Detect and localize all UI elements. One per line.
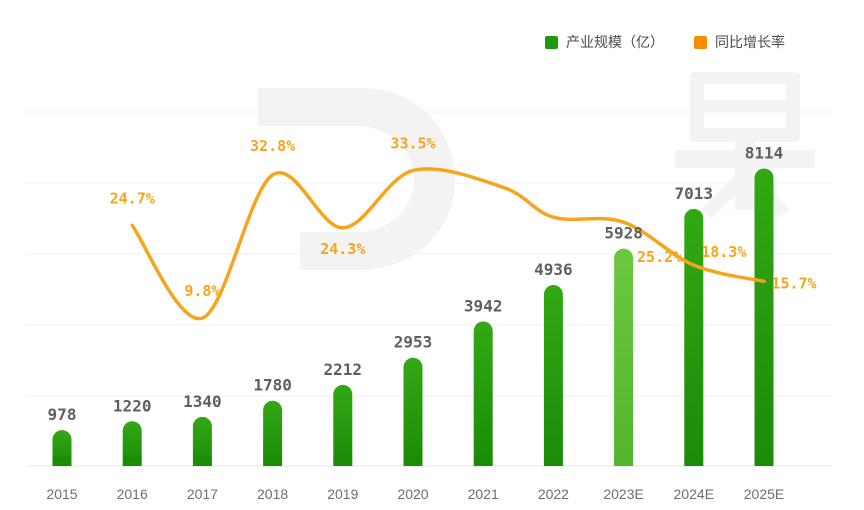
bar-base-2024E: [684, 456, 704, 466]
bar-value-label-2018: 1780: [253, 376, 292, 395]
bar-base-2019: [333, 456, 353, 466]
bar-value-label-2022: 4936: [534, 260, 573, 279]
bar-2024E: [684, 208, 704, 466]
bar-value-label-2015: 978: [48, 405, 77, 424]
bar-2025E: [754, 168, 774, 466]
bar-base-2015: [52, 456, 72, 466]
x-tick-label-2023E: 2023E: [603, 486, 643, 502]
bar-series: [52, 168, 774, 466]
growth-rate-label-2020: 33.5%: [390, 134, 435, 152]
growth-rate-label-2023E: 25.2%: [637, 248, 682, 266]
bar-value-label-2025E: 8114: [745, 143, 784, 162]
bar-2021: [473, 321, 493, 466]
bar-2016: [122, 421, 142, 466]
x-tick-label-2024E: 2024E: [674, 486, 714, 502]
growth-rate-label-2018: 32.8%: [250, 137, 295, 155]
legend: 产业规模（亿） 同比增长率: [545, 32, 785, 52]
growth-rate-labels: 24.7% 9.8% 32.8% 24.3% 33.5% 25.2% 18.3% 15.7%: [110, 134, 817, 300]
x-tick-label-2021: 2021: [468, 486, 499, 502]
bar-value-label-2023E: 5928: [604, 224, 643, 243]
x-tick-label-2020: 2020: [397, 486, 428, 502]
bar-2018: [263, 400, 283, 466]
bar-2019: [333, 384, 353, 466]
bar-base-2018: [263, 456, 283, 466]
legend-label-scale: 产业规模（亿）: [566, 35, 664, 51]
growth-rate-label-2024E: 18.3%: [701, 243, 746, 261]
bar-base-2022: [543, 456, 563, 466]
bar-base-2023E: [614, 456, 634, 466]
bar-base-2017: [192, 456, 212, 466]
x-tick-label-2016: 2016: [117, 486, 148, 502]
growth-rate-label-2017: 9.8%: [184, 282, 220, 300]
legend-swatch-scale: [545, 35, 558, 49]
growth-rate-label-2025E: 15.7%: [771, 274, 816, 292]
x-axis-tick-labels: 2015 2016 2017 2018 2019 2020 2021 2022 2023E 202…: [46, 486, 784, 502]
bar-value-label-2020: 2953: [394, 333, 433, 352]
growth-rate-label-2016: 24.7%: [110, 189, 155, 207]
growth-rate-label-2019: 24.3%: [320, 240, 365, 258]
x-tick-label-2017: 2017: [187, 486, 218, 502]
x-tick-label-2018: 2018: [257, 486, 288, 502]
bar-base-2021: [473, 456, 493, 466]
x-tick-label-2019: 2019: [327, 486, 358, 502]
bar-base-2025E: [754, 456, 774, 466]
bar-2020: [403, 357, 423, 466]
legend-swatch-growth: [694, 35, 707, 49]
bar-value-label-2019: 2212: [324, 360, 363, 379]
bar-value-labels: 978 1220 1340 1780 2212 2953 3942 4936 5928 7013 8…: [48, 143, 784, 424]
bar-value-label-2017: 1340: [183, 392, 222, 411]
growth-line-series: [130, 167, 766, 321]
legend-item-scale[interactable]: 产业规模（亿）: [545, 32, 664, 52]
legend-label-growth: 同比增长率: [715, 35, 785, 51]
x-tick-label-2022: 2022: [538, 486, 569, 502]
bar-value-label-2021: 3942: [464, 296, 503, 315]
bar-value-label-2024E: 7013: [675, 184, 714, 203]
bar-base-2020: [403, 456, 423, 466]
bar-2023E: [614, 248, 634, 466]
growth-line: [130, 167, 766, 321]
bar-value-label-2016: 1220: [113, 396, 152, 415]
legend-item-growth[interactable]: 同比增长率: [694, 32, 785, 52]
bar-2022: [543, 285, 563, 466]
x-tick-label-2025E: 2025E: [744, 486, 784, 502]
x-tick-label-2015: 2015: [46, 486, 77, 502]
bar-2017: [192, 416, 212, 466]
bar-base-2016: [122, 456, 142, 466]
